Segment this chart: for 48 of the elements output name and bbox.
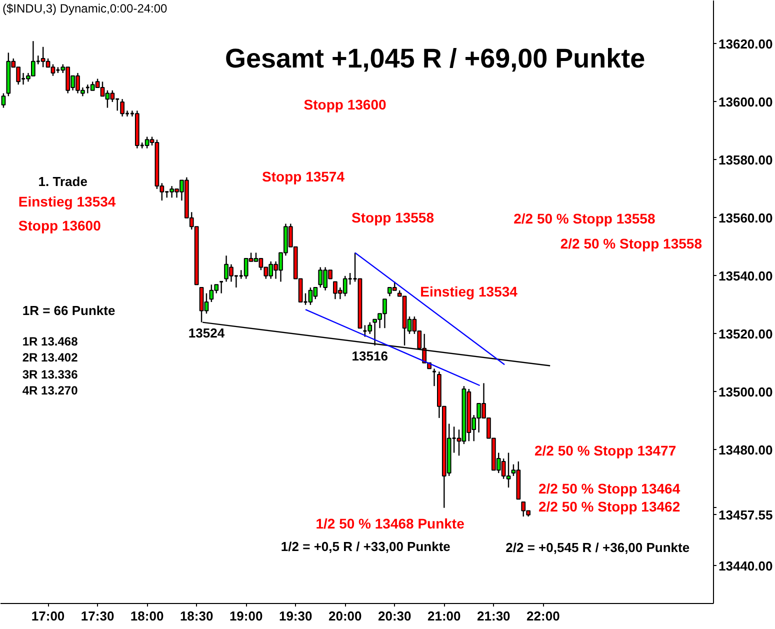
annotation: 1R = 66 Punkte: [22, 303, 116, 318]
annotation: 1. Trade: [38, 174, 88, 189]
y-tick-label: 13520.00: [718, 326, 773, 342]
annotation: Stopp 13574: [262, 168, 345, 184]
annotation: 13516: [352, 348, 388, 364]
annotation: 13524: [188, 325, 226, 340]
x-tick-label: 21:00: [428, 608, 461, 624]
annotation: 2/2 = +0,545 R / +36,00 Punkte: [506, 540, 690, 555]
annotation: Einstieg 13534: [18, 194, 116, 210]
annotation: 2/2 50 % Stopp 13464: [538, 480, 680, 496]
y-tick-label: 13620.00: [718, 36, 773, 52]
annotation: 2R 13.402: [22, 350, 78, 364]
x-tick-label: 17:30: [80, 608, 114, 624]
y-tick-label: 13560.00: [718, 210, 773, 226]
candlestick: [1, 92, 6, 108]
x-tick-label: 18:00: [130, 608, 164, 624]
annotation: 4R 13.270: [22, 384, 78, 398]
annotation: 1/2 = +0,5 R / +33,00 Punkte: [280, 539, 450, 554]
annotation: 3R 13.336: [22, 368, 78, 382]
x-tick-label: 20:30: [378, 608, 412, 624]
x-tick-label: 21:30: [477, 608, 510, 624]
y-tick-label: 13480.00: [718, 442, 773, 458]
y-tick-label: 13440.00: [718, 558, 773, 574]
annotation: 1/2 50 % 13468 Punkte: [316, 516, 465, 532]
annotation: 2/2 50 % Stopp 13477: [534, 442, 676, 458]
annotation: Einstieg 13534: [420, 284, 518, 300]
annotation: 2/2 50 % Stopp 13558: [560, 236, 702, 252]
annotation: Stopp 13600: [18, 218, 102, 234]
x-tick-label: 17:00: [31, 608, 65, 624]
x-tick-label: 19:30: [278, 608, 312, 624]
annotation: 2/2 50 % Stopp 13558: [514, 210, 656, 226]
annotation: 1R 13.468: [22, 334, 78, 348]
annotation: Gesamt +1,045 R / +69,00 Punkte: [224, 44, 646, 74]
annotation: Stopp 13558: [352, 210, 434, 226]
y-tick-label: 13500.00: [718, 384, 773, 400]
x-tick-label: 22:00: [526, 608, 560, 624]
chart-title: ($INDU,3) Dynamic,0:00-24:00: [2, 2, 168, 16]
x-tick-label: 19:00: [229, 608, 263, 624]
candlestick: [218, 280, 224, 294]
y-tick-label: 13600.00: [718, 94, 773, 110]
annotation: Stopp 13600: [304, 96, 386, 112]
annotation: 2/2 50 % Stopp 13462: [538, 498, 680, 514]
y-tick-label: 13540.00: [718, 268, 773, 284]
candlestick: [432, 368, 437, 387]
x-tick-label: 20:00: [328, 608, 362, 624]
y-tick-label: 13457.55: [718, 507, 773, 522]
y-tick-label: 13580.00: [718, 152, 773, 168]
x-tick-label: 18:30: [180, 608, 214, 624]
